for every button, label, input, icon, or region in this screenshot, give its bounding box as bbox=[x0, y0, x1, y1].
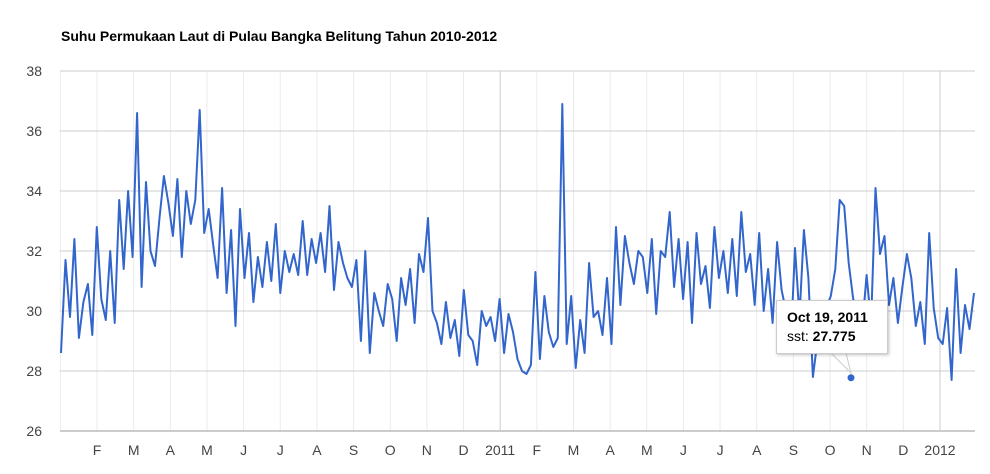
x-axis-tick-labels: F M A M J J A S O N D 2011 F M A M J J A S O N D 2012 bbox=[93, 442, 956, 458]
x-tick-label: 2012 bbox=[924, 442, 955, 458]
highlight-group bbox=[846, 373, 856, 383]
y-tick-label: 26 bbox=[26, 423, 42, 439]
x-tick-label: M bbox=[641, 442, 653, 458]
x-tick-label: O bbox=[825, 442, 836, 458]
x-tick-label: J bbox=[680, 442, 687, 458]
x-tick-label: S bbox=[349, 442, 358, 458]
y-tick-label: 32 bbox=[26, 243, 42, 259]
x-tick-label: J bbox=[277, 442, 284, 458]
y-tick-label: 38 bbox=[26, 63, 42, 79]
x-tick-label: N bbox=[422, 442, 432, 458]
tooltip: Oct 19, 2011 sst: 27.775 bbox=[776, 300, 888, 354]
y-axis-tick-labels: 38 36 34 32 30 28 26 bbox=[26, 63, 42, 439]
y-tick-label: 34 bbox=[26, 183, 42, 199]
y-tick-label: 36 bbox=[26, 123, 42, 139]
tooltip-value-row: sst: 27.775 bbox=[787, 328, 877, 344]
x-tick-label: A bbox=[605, 442, 615, 458]
x-tick-label: J bbox=[240, 442, 247, 458]
tooltip-pointer bbox=[830, 353, 852, 375]
x-tick-label: 2011 bbox=[485, 442, 515, 458]
x-tick-label: A bbox=[752, 442, 762, 458]
x-tick-label: F bbox=[93, 442, 102, 458]
tooltip-date: Oct 19, 2011 bbox=[787, 309, 868, 325]
tooltip-series-label: sst: bbox=[787, 328, 809, 344]
x-tick-label: O bbox=[385, 442, 396, 458]
highlight-point bbox=[846, 373, 856, 383]
tooltip-value: 27.775 bbox=[812, 328, 856, 344]
x-tick-label: M bbox=[201, 442, 213, 458]
x-tick-label: F bbox=[533, 442, 542, 458]
x-tick-label: A bbox=[312, 442, 322, 458]
x-tick-label: M bbox=[128, 442, 140, 458]
x-tick-label: J bbox=[717, 442, 724, 458]
x-tick-label: D bbox=[898, 442, 908, 458]
major-gridlines bbox=[60, 70, 975, 432]
x-tick-label: A bbox=[166, 442, 176, 458]
x-tick-label: M bbox=[568, 442, 580, 458]
x-tick-label: N bbox=[862, 442, 872, 458]
y-tick-label: 28 bbox=[26, 363, 42, 379]
x-tick-label: S bbox=[789, 442, 798, 458]
chart-title: Suhu Permukaan Laut di Pulau Bangka Beli… bbox=[61, 28, 498, 44]
x-tick-label: D bbox=[458, 442, 468, 458]
y-tick-label: 30 bbox=[26, 303, 42, 319]
